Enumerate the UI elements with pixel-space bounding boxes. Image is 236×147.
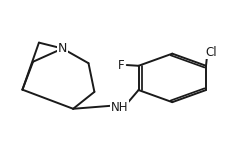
Text: Cl: Cl [206, 46, 217, 59]
Text: F: F [118, 59, 124, 72]
Text: NH: NH [110, 101, 128, 114]
Text: N: N [58, 42, 67, 55]
